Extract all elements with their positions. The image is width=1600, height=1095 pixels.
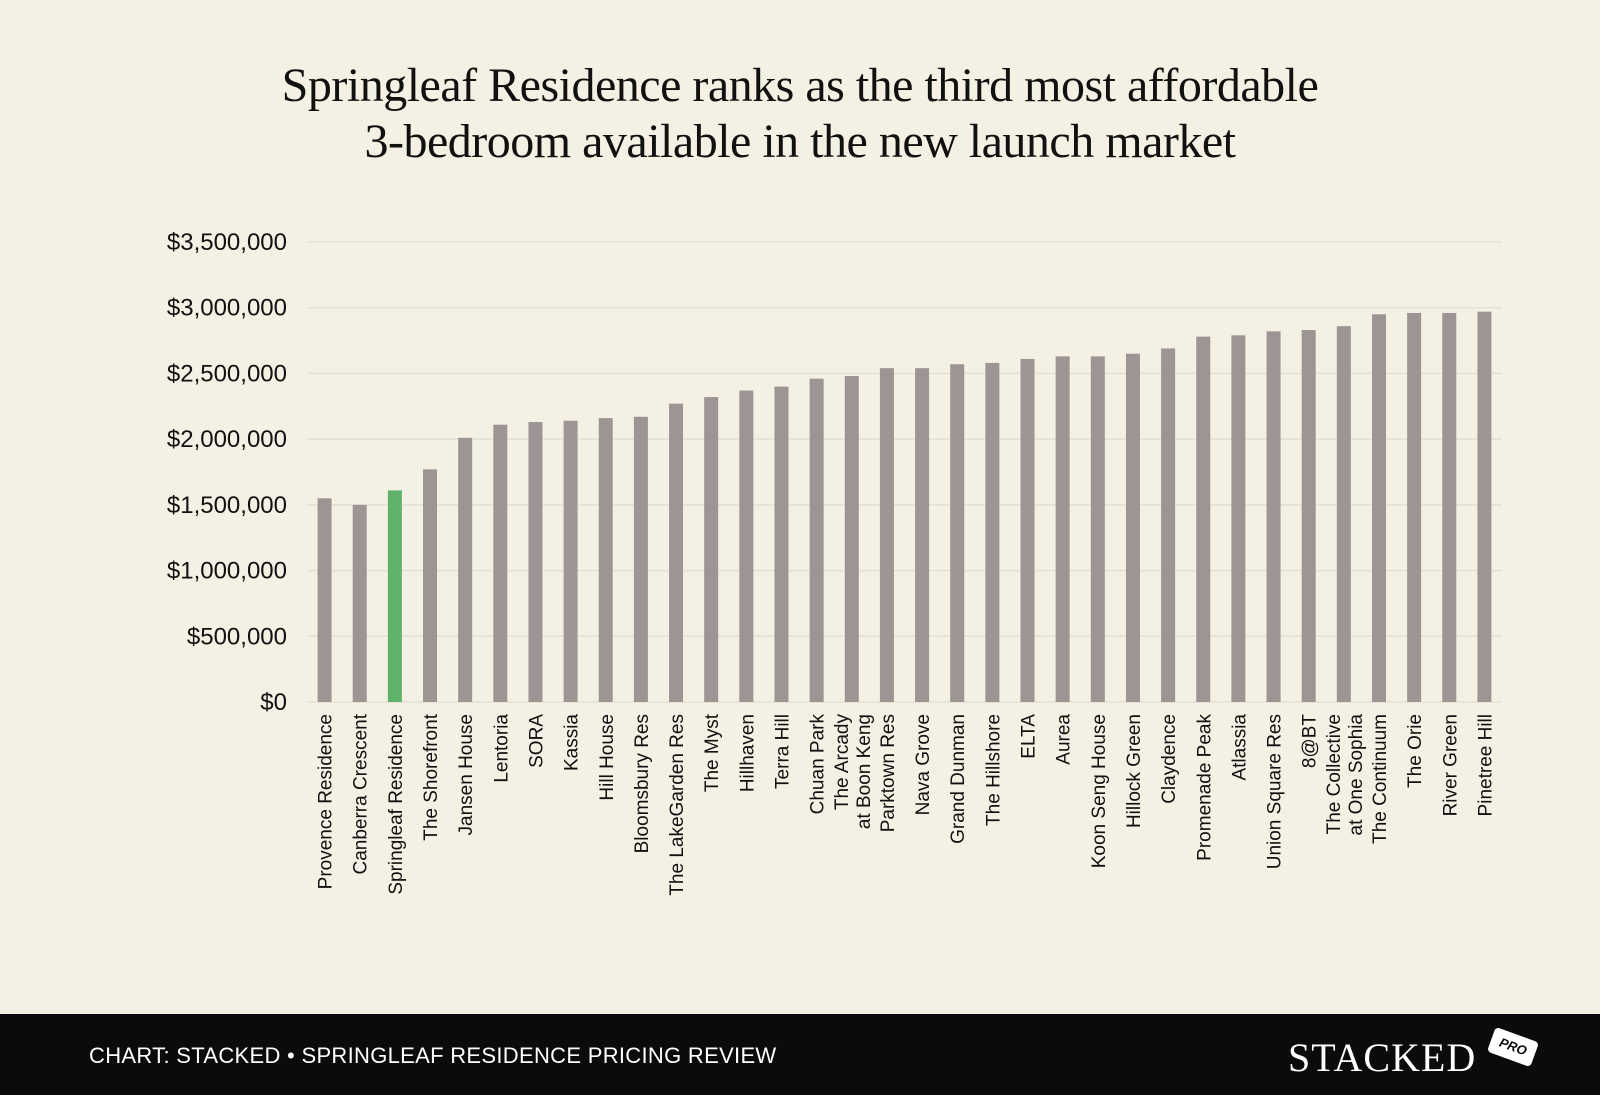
x-tick-label: Grand Dunman xyxy=(948,714,969,844)
x-tick-label: Provence Residence xyxy=(316,714,337,889)
y-tick-label: $3,500,000 xyxy=(167,229,287,256)
x-tick-label: River Green xyxy=(1440,714,1461,816)
x-tick-label: Aurea xyxy=(1054,714,1075,765)
stacked-pro-logo: STACKED PRO xyxy=(1288,1026,1548,1084)
y-tick-label: $2,000,000 xyxy=(167,426,287,453)
bars xyxy=(317,311,1492,702)
bar xyxy=(985,362,1000,702)
bar xyxy=(1477,311,1492,702)
y-tick-label: $1,500,000 xyxy=(167,492,287,519)
bar xyxy=(1196,336,1211,702)
y-tick-label: $1,000,000 xyxy=(167,558,287,585)
bar xyxy=(352,504,367,702)
x-tick-label: 8@BT xyxy=(1300,714,1321,769)
x-tick-label: Claydence xyxy=(1159,714,1180,804)
bar xyxy=(844,376,859,702)
x-tick-label: Hillhaven xyxy=(737,714,758,792)
x-tick-label: Springleaf Residence xyxy=(386,714,407,895)
x-tick-label: at Boon Keng xyxy=(854,714,875,829)
bar xyxy=(774,386,789,702)
bar xyxy=(1161,348,1176,702)
x-tick-label: The Shorefront xyxy=(421,713,442,840)
x-tick-label: Promenade Peak xyxy=(1194,714,1215,861)
bar xyxy=(1371,314,1386,702)
bar xyxy=(423,469,438,702)
bar xyxy=(1442,312,1457,702)
x-tick-label: Hill House xyxy=(597,714,618,801)
x-tick-label: Hillock Green xyxy=(1124,714,1145,828)
bar xyxy=(1231,335,1246,702)
x-tick-label: Terra Hill xyxy=(772,714,793,789)
logo-pro-badge: PRO xyxy=(1486,1026,1540,1068)
bar xyxy=(704,397,719,702)
bar xyxy=(528,422,543,702)
x-tick-label: Atlassia xyxy=(1229,714,1250,781)
bar xyxy=(809,378,824,702)
bar xyxy=(1125,353,1140,702)
logo-wordmark: STACKED xyxy=(1288,1035,1477,1080)
x-tick-label: Canberra Crescent xyxy=(351,713,372,874)
bar xyxy=(950,364,965,702)
bar xyxy=(633,416,648,702)
page-title: Springleaf Residence ranks as the third … xyxy=(100,58,1500,170)
bar xyxy=(669,403,684,702)
bar xyxy=(493,424,508,702)
x-tick-label: Bloomsbury Res xyxy=(632,714,653,853)
x-tick-label: Union Square Res xyxy=(1265,714,1286,869)
bar xyxy=(1090,356,1105,702)
x-tick-label: at One Sophia xyxy=(1346,714,1367,836)
bar xyxy=(739,390,754,702)
footer: CHART: STACKED • SPRINGLEAF RESIDENCE PR… xyxy=(0,1014,1600,1095)
x-tick-label: Kassia xyxy=(562,714,583,771)
x-tick-label: The Hillshore xyxy=(983,714,1004,826)
x-tick-label: Koon Seng House xyxy=(1089,714,1110,868)
bar xyxy=(1301,330,1316,702)
x-tick-label: The Myst xyxy=(702,713,723,792)
x-tick-label: The Collective xyxy=(1324,714,1345,834)
x-tick-label: The Arcady xyxy=(832,714,853,811)
y-tick-label: $0 xyxy=(260,689,287,716)
bar xyxy=(1407,312,1422,702)
x-tick-label: Chuan Park xyxy=(808,714,829,815)
bar xyxy=(879,368,894,702)
x-tick-label: The Orie xyxy=(1405,714,1426,788)
bar xyxy=(1055,356,1070,702)
bar xyxy=(317,498,332,702)
x-tick-label: The LakeGarden Res xyxy=(667,714,688,896)
x-tick-label: ELTA xyxy=(1019,714,1040,759)
gridlines xyxy=(307,241,1502,703)
y-axis-ticks: $0 $500,000 $1,000,000 $1,500,000 $2,000,000… xyxy=(167,229,287,716)
title-line-1: Springleaf Residence ranks as the third … xyxy=(281,59,1319,112)
bar xyxy=(1336,326,1351,702)
y-tick-label: $3,000,000 xyxy=(167,295,287,322)
x-tick-label: Parktown Res xyxy=(878,714,899,832)
bar-chart: $0 $500,000 $1,000,000 $1,500,000 $2,000,000… xyxy=(167,229,1502,896)
x-tick-label: Nava Grove xyxy=(913,714,934,815)
y-tick-label: $2,500,000 xyxy=(167,360,287,387)
bar xyxy=(563,420,578,702)
x-tick-label: Jansen House xyxy=(456,714,477,835)
bar xyxy=(598,418,613,702)
y-tick-label: $500,000 xyxy=(187,623,287,650)
bar xyxy=(458,437,473,702)
bar-highlight xyxy=(387,490,402,702)
footer-caption: CHART: STACKED • SPRINGLEAF RESIDENCE PR… xyxy=(89,1043,777,1068)
bar xyxy=(1020,358,1035,702)
x-tick-label: The Continuum xyxy=(1370,714,1391,844)
bar xyxy=(1266,331,1281,702)
x-tick-label: SORA xyxy=(526,714,547,768)
x-tick-label: Pinetree Hill xyxy=(1475,714,1496,816)
x-axis-ticks: Provence Residence Canberra Crescent Sprin… xyxy=(316,713,1497,895)
x-tick-label: Lentoria xyxy=(491,714,512,783)
bar xyxy=(915,368,930,702)
title-line-2: 3-bedroom available in the new launch ma… xyxy=(364,115,1237,168)
